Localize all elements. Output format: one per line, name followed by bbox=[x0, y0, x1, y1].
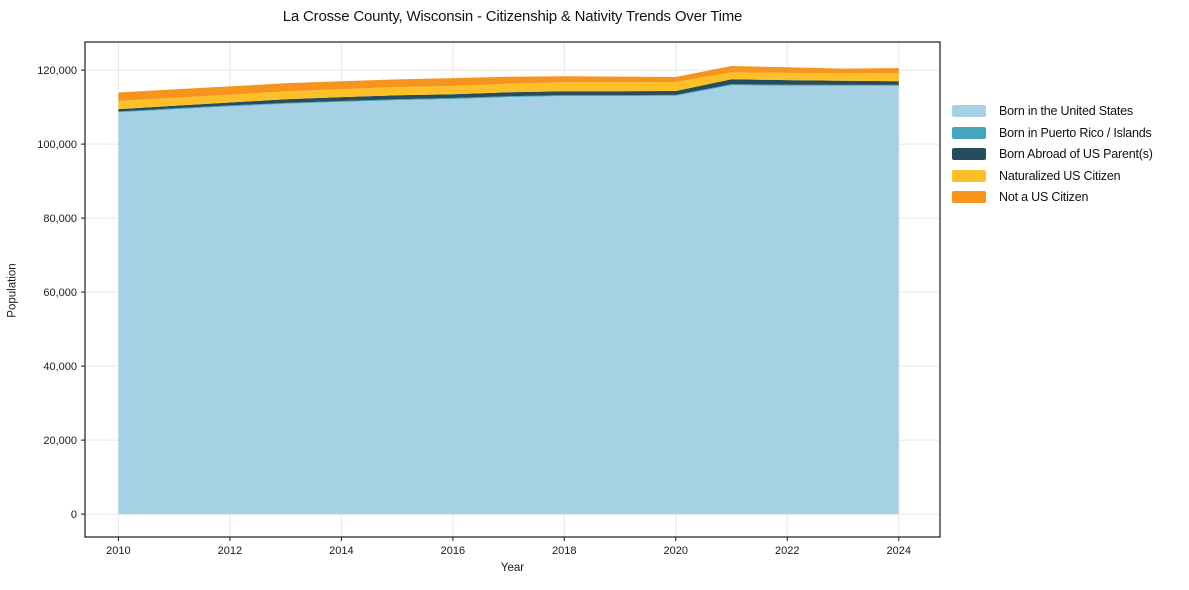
legend-item: Born Abroad of US Parent(s) bbox=[952, 147, 1153, 162]
legend-swatch-icon bbox=[952, 105, 986, 117]
area-born-in-the-united-states bbox=[118, 85, 899, 515]
x-axis-label: Year bbox=[500, 562, 525, 574]
chart-title: La Crosse County, Wisconsin - Citizenshi… bbox=[282, 8, 743, 25]
y-tick-label: 120,000 bbox=[37, 65, 77, 77]
legend-label: Naturalized US Citizen bbox=[999, 168, 1121, 183]
legend-swatch-icon bbox=[952, 148, 986, 161]
legend-item: Naturalized US Citizen bbox=[952, 168, 1153, 183]
legend-label: Born Abroad of US Parent(s) bbox=[999, 147, 1153, 162]
legend-item: Born in Puerto Rico / Islands bbox=[952, 125, 1153, 140]
x-tick-label: 2018 bbox=[552, 545, 576, 557]
y-axis-label: Population bbox=[6, 263, 19, 318]
legend-item: Born in the United States bbox=[952, 104, 1153, 118]
x-tick-label: 2020 bbox=[664, 545, 688, 557]
area-naturalized-us-citizen bbox=[118, 72, 899, 110]
y-tick-label: 20,000 bbox=[43, 435, 77, 447]
legend-swatch-icon bbox=[952, 169, 986, 182]
legend-swatch-icon bbox=[952, 191, 986, 204]
y-tick-label: 40,000 bbox=[43, 361, 77, 373]
area-born-abroad-of-us-parent-s bbox=[118, 79, 899, 112]
x-tick-label: 2016 bbox=[441, 545, 465, 557]
legend: Born in the United States Born in Puerto … bbox=[952, 104, 1153, 213]
area-not-a-us-citizen bbox=[118, 66, 899, 101]
y-tick-label: 0 bbox=[71, 509, 77, 521]
legend-item: Not a US Citizen bbox=[952, 190, 1153, 205]
x-tick-label: 2012 bbox=[218, 545, 242, 557]
legend-label: Not a US Citizen bbox=[999, 190, 1089, 205]
x-tick-label: 2014 bbox=[329, 545, 353, 557]
legend-label: Born in Puerto Rico / Islands bbox=[999, 125, 1152, 140]
legend-swatch-icon bbox=[952, 126, 986, 139]
y-tick-label: 60,000 bbox=[43, 287, 77, 299]
x-tick-label: 2024 bbox=[887, 545, 911, 557]
y-tick-label: 100,000 bbox=[37, 139, 77, 151]
legend-label: Born in the United States bbox=[999, 104, 1133, 118]
x-tick-label: 2022 bbox=[775, 545, 799, 557]
x-tick-label: 2010 bbox=[106, 545, 130, 557]
y-tick-label: 80,000 bbox=[43, 213, 77, 225]
plot-border bbox=[84, 41, 941, 538]
